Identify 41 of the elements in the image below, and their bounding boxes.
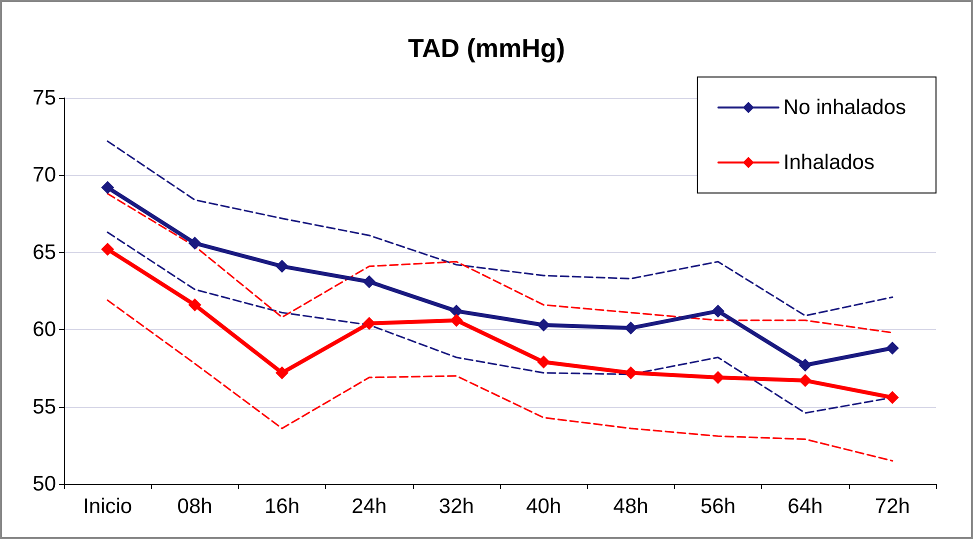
y-tick-label: 75 [32, 86, 56, 110]
point [362, 316, 376, 330]
point [450, 314, 463, 327]
y-tick-label: 70 [32, 164, 56, 187]
line-series [106, 299, 894, 462]
point [712, 304, 724, 318]
point [537, 356, 550, 369]
point [362, 275, 376, 288]
point [276, 260, 288, 273]
x-tick-label: 48h [613, 495, 648, 518]
x-tick-label: 24h [352, 495, 387, 518]
y-tick-label: 55 [32, 395, 56, 418]
x-tick-label: 72h [874, 495, 910, 518]
point [101, 181, 114, 194]
y-tick-label: 50 [32, 472, 56, 496]
x-tick-label: 56h [700, 495, 736, 518]
point [624, 366, 638, 380]
point [537, 318, 550, 332]
point [798, 358, 812, 372]
legend-label: No inhalados [783, 96, 906, 119]
point [188, 236, 202, 250]
x-tick-label: 64h [788, 495, 823, 518]
point [188, 298, 202, 312]
y-tick-label: 65 [32, 240, 56, 264]
point [886, 342, 899, 355]
x-tick-label: Inicio [83, 495, 132, 518]
point [712, 370, 724, 384]
chart-title: TAD (mmHg) [408, 33, 565, 63]
point [450, 304, 463, 318]
point [101, 242, 114, 256]
point [798, 374, 812, 388]
line-series [106, 140, 894, 317]
x-tick-label: 32h [438, 495, 474, 518]
y-tick-label: 60 [32, 318, 56, 342]
legend-label: Inhalados [783, 151, 874, 174]
point [886, 391, 899, 404]
point [624, 322, 638, 335]
x-tick-label: 16h [264, 495, 300, 518]
x-tick-label: 40h [526, 495, 562, 518]
x-tick-label: 08h [177, 495, 212, 518]
point [276, 366, 288, 380]
